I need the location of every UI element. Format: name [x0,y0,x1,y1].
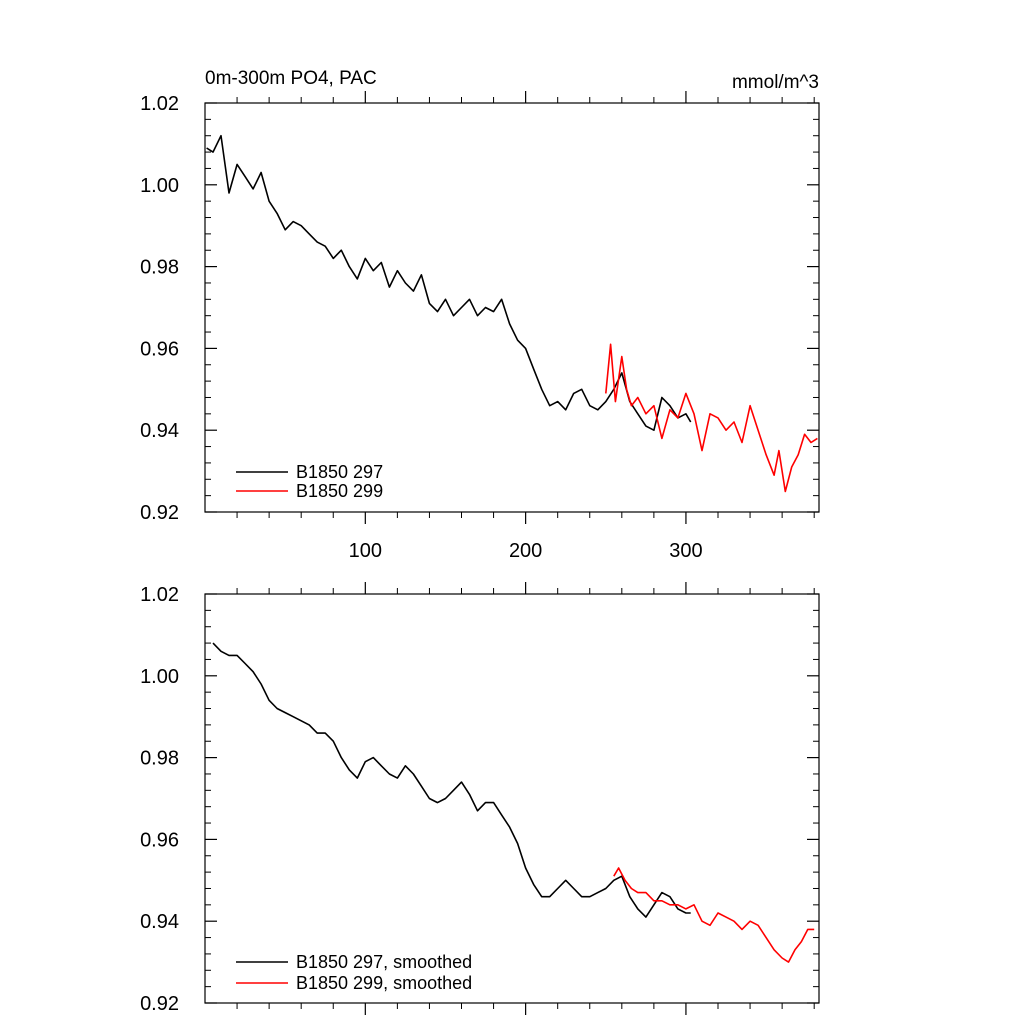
x-tick-label: 200 [509,540,542,562]
top-panel: 0m-300m PO4, PAC mmol/m^3 0.92 0.94 0.96 0.… [140,68,820,562]
legend: B1850 297, smoothed B1850 299, smoothed [236,952,472,993]
y-tick-label: 1.00 [140,175,179,197]
legend-label-b1850-299-smoothed: B1850 299, smoothed [296,973,472,993]
series-line-b1850-299 [605,343,818,493]
y-tick-label: 1.02 [140,93,179,115]
y-tick-label: 0.96 [140,829,179,851]
plot-frame [204,102,820,513]
series-line-b1850-297 [206,134,692,431]
x-tick-label: 300 [669,540,702,562]
units-label: mmol/m^3 [732,72,819,93]
x-tick-label: 100 [349,540,382,562]
y-tick-label: 0.92 [140,502,179,524]
series-line-b1850-299-smoothed [613,867,815,963]
series-line-b1850-297-smoothed [212,642,691,918]
legend: B1850 297 B1850 299 [236,462,383,501]
y-tick-label: 0.94 [140,420,179,442]
y-tick-label: 0.92 [140,993,179,1015]
legend-label-b1850-297-smoothed: B1850 297, smoothed [296,952,472,972]
legend-label-b1850-299: B1850 299 [296,481,383,501]
plot-frame [204,593,820,1004]
bottom-panel: 0.92 0.94 0.96 0.98 1.00 1.02 B1850 297, smoo… [140,582,820,1015]
y-tick-label: 0.98 [140,748,179,770]
y-tick-label: 1.00 [140,666,179,688]
y-tick-label: 0.98 [140,257,179,279]
chart-title: 0m-300m PO4, PAC [205,68,377,89]
y-tick-label: 0.96 [140,338,179,360]
y-tick-label: 0.94 [140,911,179,933]
y-tick-label: 1.02 [140,584,179,606]
legend-label-b1850-297: B1850 297 [296,462,383,482]
